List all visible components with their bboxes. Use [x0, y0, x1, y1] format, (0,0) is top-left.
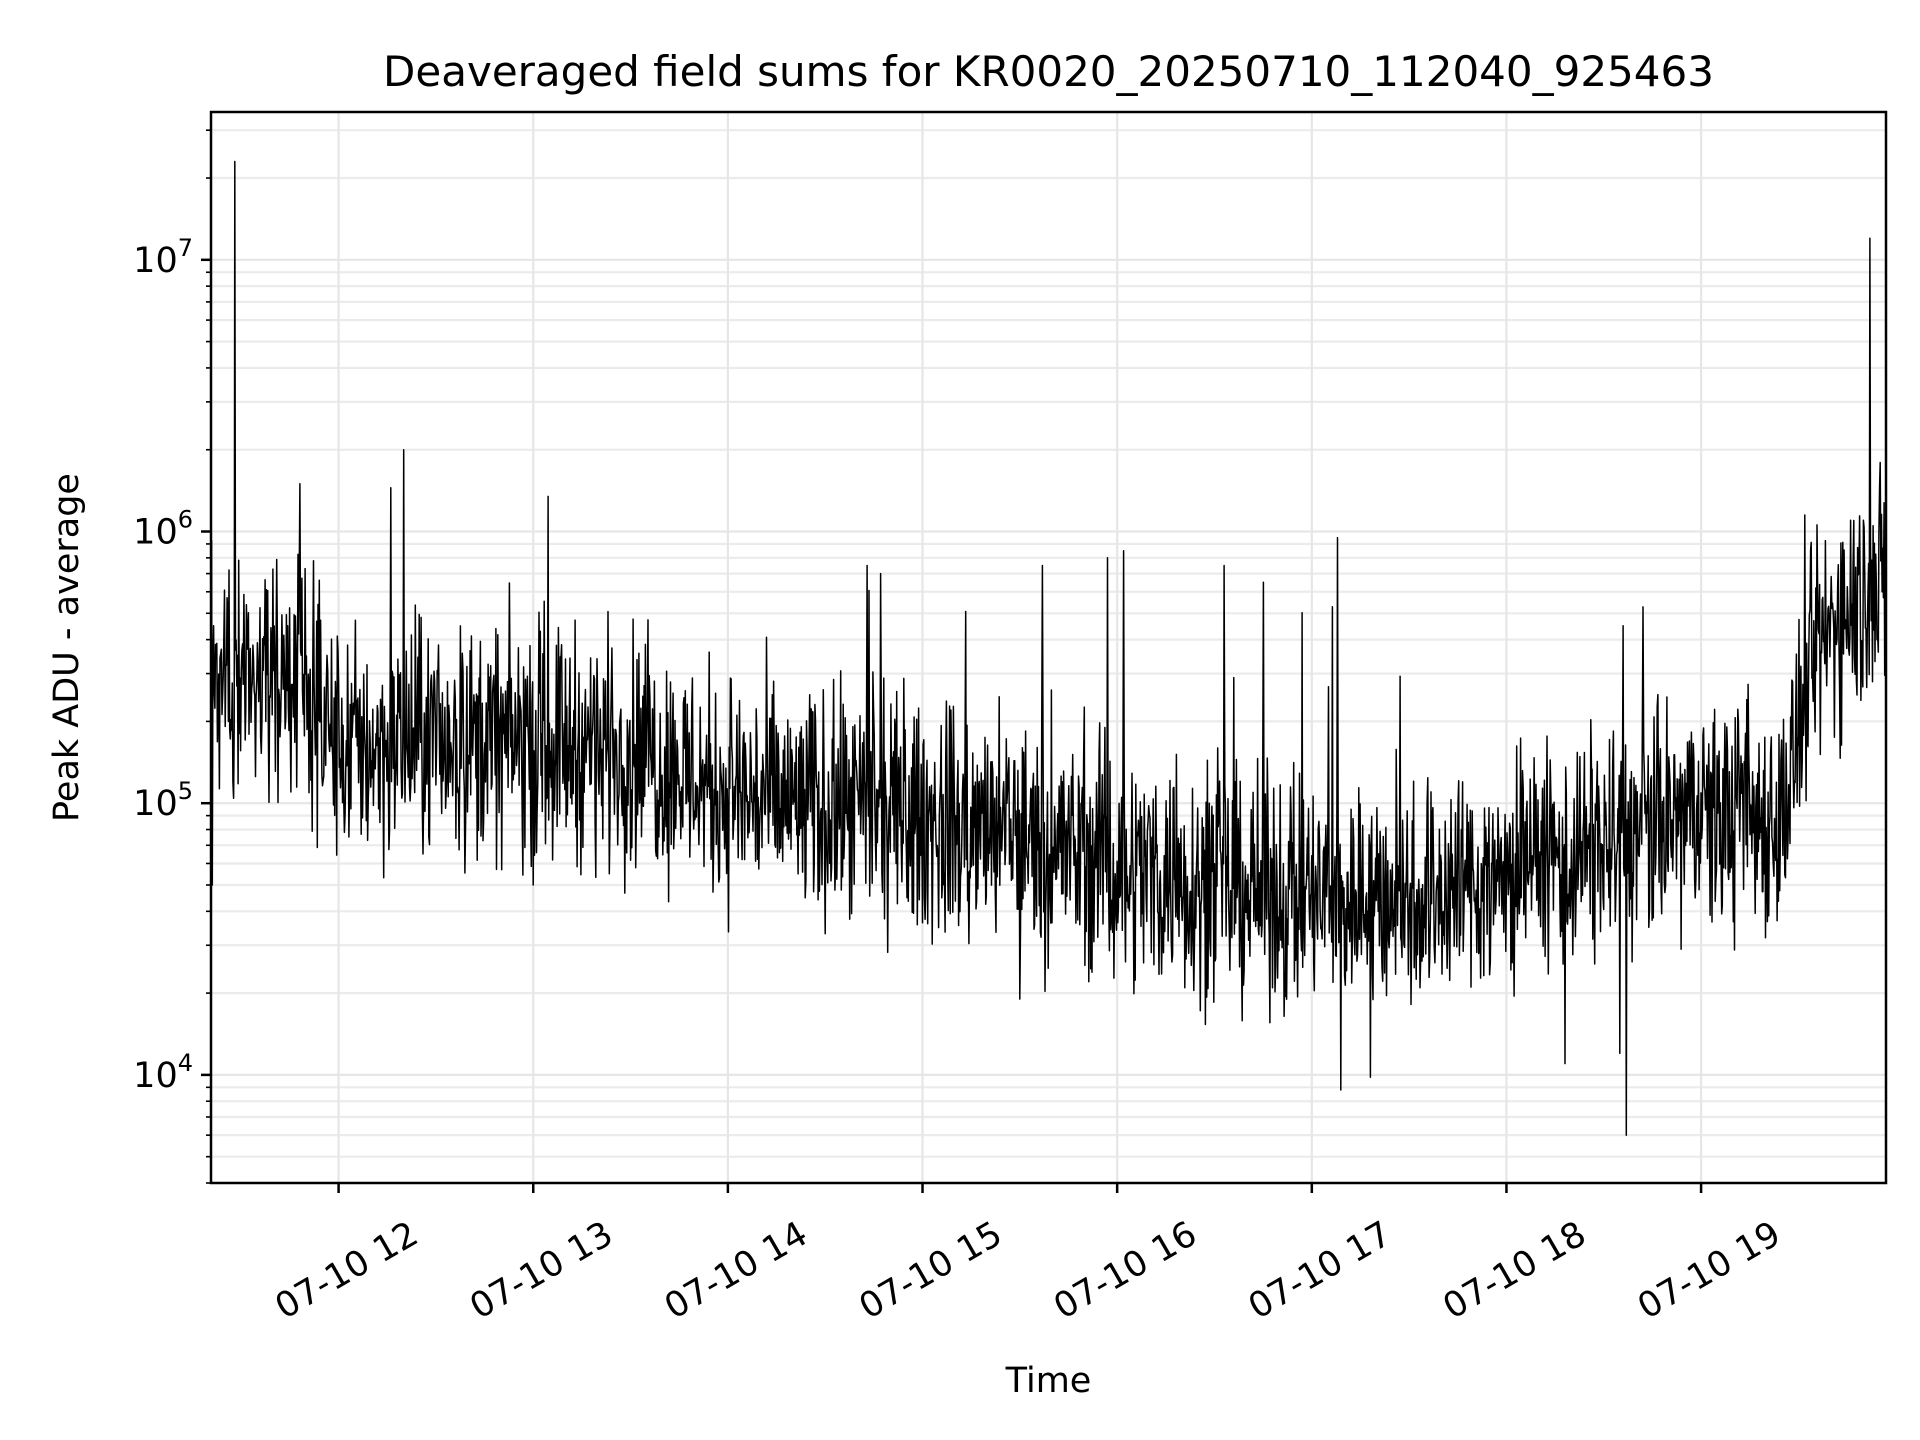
y-tick-label: 107 [133, 234, 193, 281]
x-axis-label: Time [1005, 1361, 1092, 1401]
plot-frame [209, 110, 1888, 1185]
y-axis-label: Peak ADU - average [47, 473, 87, 822]
chart-title: Deaveraged field sums for KR0020_2025071… [383, 47, 1714, 96]
y-axis-ticks: 104 105 106 107 [133, 129, 211, 1184]
y-tick-label: 106 [133, 506, 193, 553]
y-tick-label: 105 [133, 777, 193, 824]
series-line [210, 160, 1887, 1136]
y-tick-label: 104 [133, 1049, 193, 1096]
